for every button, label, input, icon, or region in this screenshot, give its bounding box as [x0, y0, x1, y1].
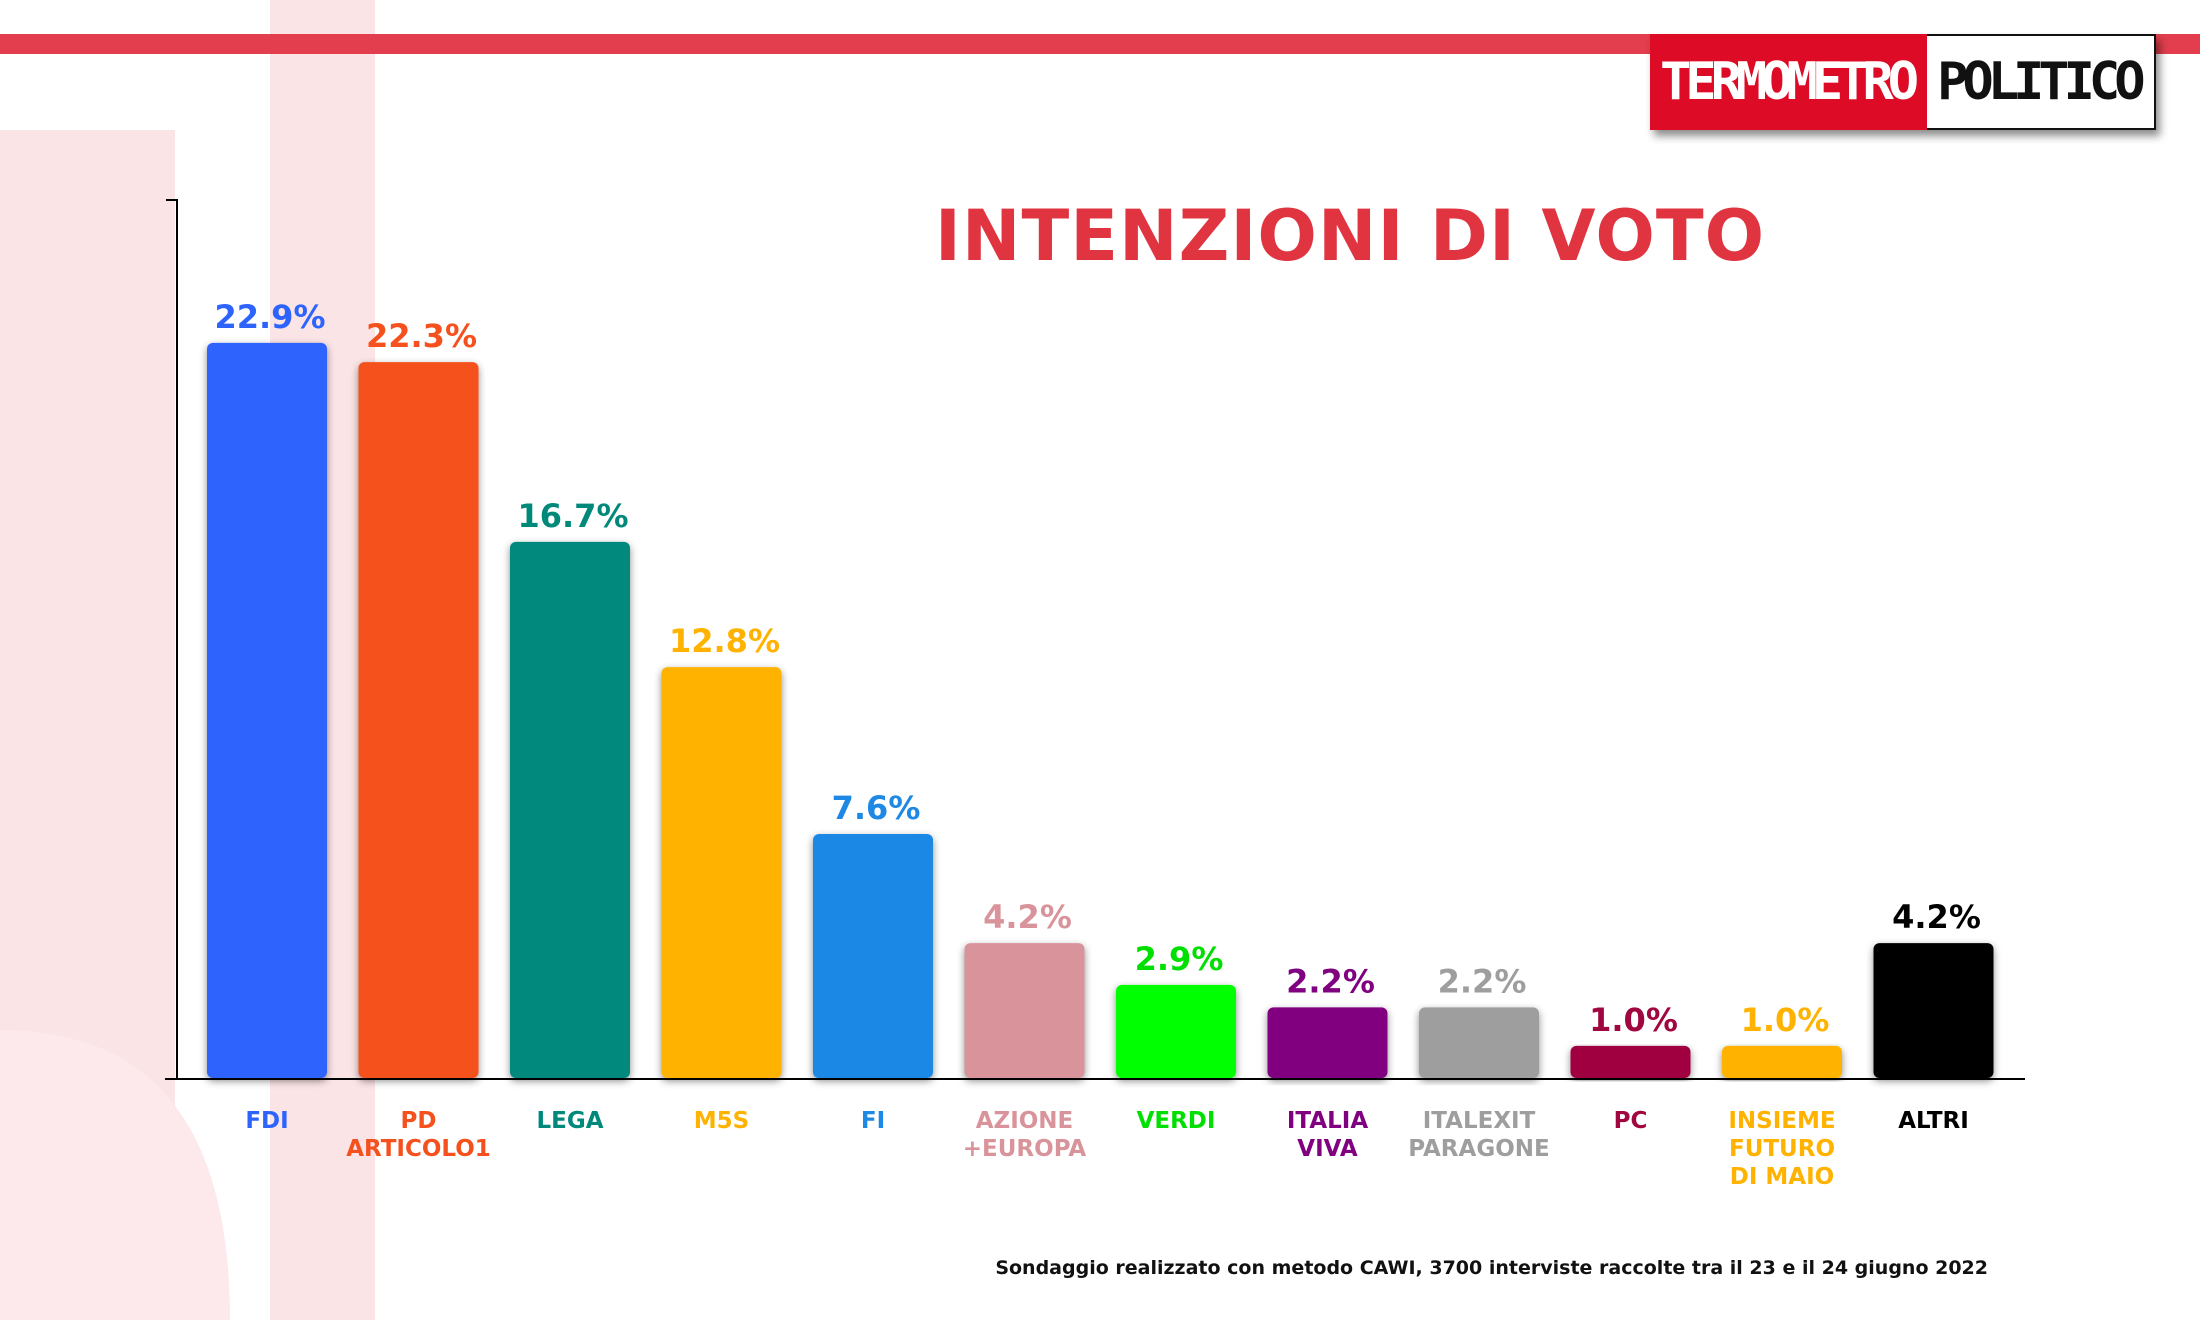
termometro-politico-logo: TERMOMETRO POLITICO — [1650, 34, 2156, 130]
logo-part-termometro: TERMOMETRO — [1650, 34, 1928, 130]
category-label-line: INSIEME — [1728, 1108, 1835, 1134]
bar — [1570, 1045, 1691, 1078]
bar — [207, 342, 327, 1078]
category-label: FI — [861, 1108, 885, 1134]
category-label: ALTRI — [1898, 1108, 1969, 1134]
bar-value-label: 1.0% — [1589, 1001, 1678, 1039]
category-label-line: DI MAIO — [1730, 1164, 1834, 1190]
category-label-line: FUTURO — [1729, 1136, 1835, 1162]
bar-value-label: 12.8% — [669, 622, 780, 660]
category-label: LEGA — [536, 1108, 603, 1134]
category-label-line: VERDI — [1137, 1108, 1216, 1134]
category-label-line: ALTRI — [1898, 1108, 1969, 1134]
category-label-line: VIVA — [1297, 1136, 1358, 1162]
bar-value-label: 4.2% — [1892, 898, 1981, 936]
bar — [1116, 984, 1236, 1078]
chart-title: INTENZIONI DI VOTO — [934, 195, 1766, 277]
category-label-line: M5S — [694, 1108, 749, 1134]
category-label: ITALIA VIVA — [1287, 1108, 1368, 1162]
category-label-line: PARAGONE — [1408, 1136, 1549, 1162]
category-label-line: FDI — [245, 1108, 288, 1134]
bar-value-label: 2.9% — [1135, 940, 1224, 978]
category-label-line: PC — [1614, 1108, 1648, 1134]
category-label-line: ITALIA — [1287, 1108, 1368, 1134]
bar-value-label: 16.7% — [517, 497, 628, 535]
category-label: PC — [1614, 1108, 1648, 1134]
bar — [1419, 1007, 1539, 1078]
category-label-line: ARTICOLO1 — [346, 1136, 491, 1162]
bar-value-label: 4.2% — [983, 898, 1072, 936]
category-label: FDI — [245, 1108, 288, 1134]
category-label: INSIEME FUTURO DI MAIO — [1728, 1108, 1835, 1190]
bar — [813, 834, 933, 1078]
bar-value-label: 1.0% — [1741, 1001, 1830, 1039]
bar-value-label: 2.2% — [1438, 962, 1527, 1000]
category-label-line: PD — [401, 1108, 437, 1134]
bar-value-label: 2.2% — [1286, 962, 1375, 1000]
bar — [1873, 943, 1994, 1078]
category-label: M5S — [694, 1108, 749, 1134]
category-label: ITALEXIT PARAGONE — [1408, 1108, 1549, 1162]
bar-value-label: 22.3% — [366, 317, 477, 355]
category-label: VERDI — [1137, 1108, 1216, 1134]
bar — [1267, 1007, 1388, 1078]
bar — [964, 943, 1085, 1078]
bar — [510, 541, 630, 1078]
bar-value-label: 7.6% — [832, 789, 921, 827]
category-label: AZIONE +EUROPA — [963, 1108, 1087, 1162]
category-label-line: FI — [861, 1108, 885, 1134]
category-label-line: ITALEXIT — [1423, 1108, 1536, 1134]
category-label-line: +EUROPA — [963, 1136, 1087, 1162]
bar — [358, 362, 479, 1078]
survey-footnote: Sondaggio realizzato con metodo CAWI, 37… — [995, 1257, 1988, 1279]
bar — [661, 667, 782, 1078]
category-label-line: LEGA — [536, 1108, 603, 1134]
bar-value-label: 22.9% — [214, 298, 325, 336]
category-label-line: AZIONE — [976, 1108, 1074, 1134]
bar — [1722, 1045, 1842, 1078]
category-label: PD ARTICOLO1 — [346, 1108, 491, 1162]
logo-part-politico: POLITICO — [1927, 34, 2156, 130]
